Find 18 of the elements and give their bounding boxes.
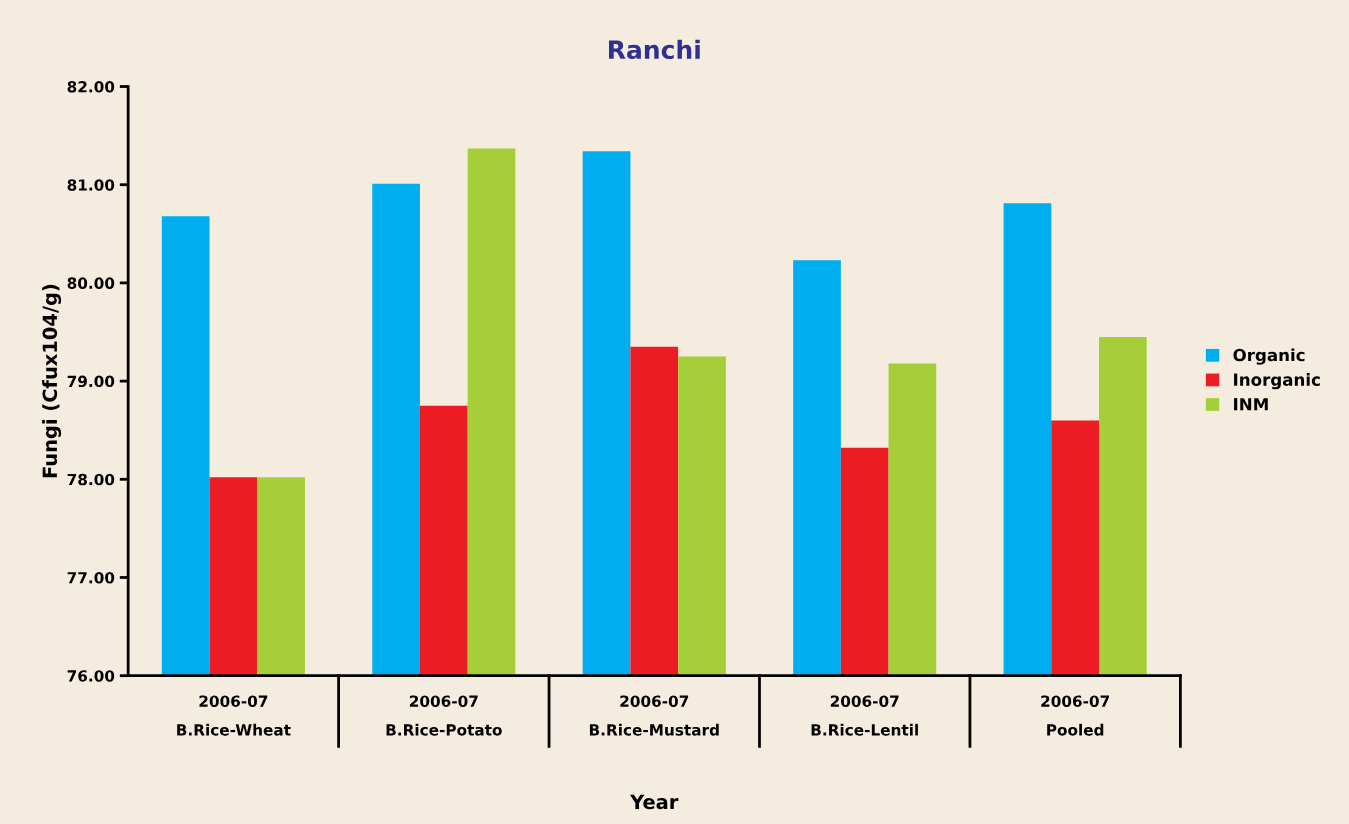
legend-label: Organic xyxy=(1233,348,1305,365)
y-tick-label: 81.00 xyxy=(67,179,115,191)
x-axis-title: Year xyxy=(629,794,679,810)
legend-label: INM xyxy=(1234,398,1268,411)
chart-title: Ranchi xyxy=(609,39,700,60)
y-tick-label: 77.00 xyxy=(67,571,115,584)
legend-label: Inorganic xyxy=(1234,373,1320,390)
x-tick-label: 2006-07 B.Rice-Wheat xyxy=(177,695,291,736)
y-tick-label: 80.00 xyxy=(67,277,115,289)
y-tick-label: 79.00 xyxy=(67,375,115,388)
y-tick-label: 82.00 xyxy=(67,80,115,93)
x-tick-label: 2006-07 Pooled xyxy=(1041,695,1109,736)
x-tick-label: 2006-07 B.Rice-Lentil xyxy=(811,695,918,736)
y-tick-label: 78.00 xyxy=(67,473,115,486)
x-tick-label: 2006-07 B.Rice-Potato xyxy=(386,695,502,736)
y-axis-title: Fungi (Cfux104/g) xyxy=(42,284,62,478)
x-tick-label: 2006-07 B.Rice-Mustard xyxy=(589,695,719,736)
y-tick-label: 76.00 xyxy=(67,670,115,682)
